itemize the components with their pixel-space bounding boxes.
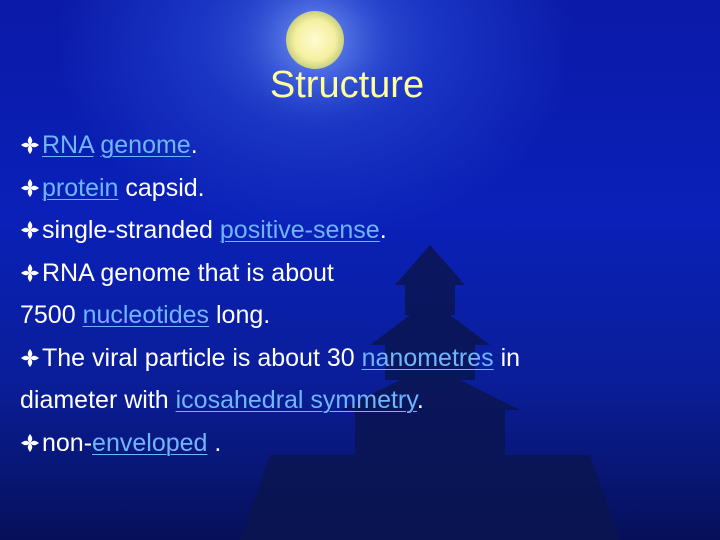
bullet-list: RNA genome. protein capsid. single-strande… (20, 124, 710, 464)
text: capsid. (118, 173, 205, 202)
bullet-icon (21, 136, 39, 154)
link-text: protein (42, 173, 119, 202)
text: . (379, 216, 387, 244)
moon (286, 11, 344, 69)
bullet-icon-shape (21, 178, 39, 197)
text: in (493, 343, 521, 372)
bullet-icon-shape (21, 348, 39, 367)
bullet-icon (21, 221, 39, 239)
title-text: Structure (269, 64, 425, 106)
bullet: non-enveloped . (20, 422, 710, 465)
link-text: genome (100, 131, 191, 159)
link-text: nanometres (361, 343, 494, 372)
bullet-icon (21, 433, 39, 452)
bullet-line: 7500 nucleotides long. (20, 294, 710, 337)
text: non- (42, 428, 93, 457)
temple-silhouette (240, 245, 620, 540)
bullet: RNA genome that is about 7500 nucleotides… (20, 252, 710, 337)
link-text: positive-sense (219, 216, 380, 244)
bullet-icon-shape (21, 263, 39, 282)
bullet: RNA genome. (20, 124, 710, 167)
link-text: enveloped (92, 428, 208, 457)
bullet-icon-shape (21, 433, 39, 452)
link-text: nucleotides (82, 301, 210, 329)
text: . (190, 131, 198, 159)
text: RNA genome that is about (42, 258, 334, 287)
bullet-line: The viral particle is about 30 nanometre… (20, 337, 710, 380)
text: . (207, 428, 222, 457)
bullet-line: RNA genome. (20, 124, 710, 167)
text: . (416, 386, 424, 414)
bullet-line: RNA genome that is about (20, 252, 710, 295)
text: The viral particle is about 30 (42, 343, 362, 372)
bullet-icon (21, 263, 39, 282)
title: Structure (0, 64, 694, 107)
link-text: RNA (42, 131, 94, 159)
text: long. (209, 301, 271, 329)
text: diameter with (20, 386, 176, 414)
bullet: single-stranded positive-sense. (20, 209, 710, 252)
bullet: The viral particle is about 30 nanometre… (20, 337, 710, 422)
bullet-line: diameter with icosahedral symmetry. (20, 379, 710, 422)
bullet-line: single-stranded positive-sense. (20, 209, 710, 252)
text: single-stranded (42, 216, 220, 244)
bullet-icon (21, 348, 39, 367)
bullet-line: protein capsid. (20, 167, 710, 210)
text: 7500 (20, 301, 83, 329)
bullet-line: non-enveloped . (20, 422, 710, 465)
bullet-icon (21, 178, 39, 197)
link-text: icosahedral symmetry (175, 386, 417, 414)
bullet-icon-shape (21, 221, 39, 239)
bullet-icon-shape (21, 136, 39, 154)
bullet: protein capsid. (20, 167, 710, 210)
